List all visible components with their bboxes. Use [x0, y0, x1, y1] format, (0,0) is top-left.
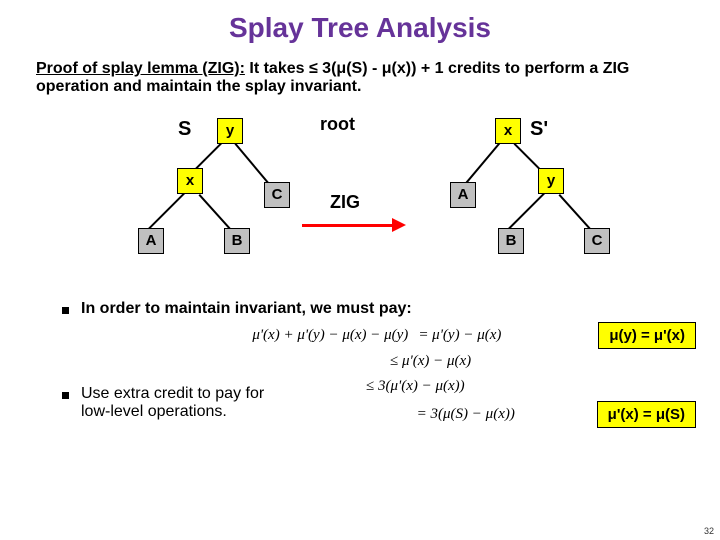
bottom-row: Use extra credit to pay for low-level op…	[0, 370, 720, 428]
bullet-icon	[62, 307, 69, 314]
zig-arrow-head	[392, 218, 406, 232]
bullet-1-row: In order to maintain invariant, we must …	[0, 296, 720, 318]
label-S: S	[178, 118, 191, 141]
node-left-B: B	[224, 228, 250, 254]
node-right-y: y	[538, 168, 564, 194]
eq-rhs-2: ≤ μ'(x) − μ(x)	[390, 353, 560, 370]
node-right-x: x	[495, 118, 521, 144]
eq-lhs: μ'(x) + μ'(y) − μ(x) − μ(y)	[252, 327, 408, 344]
node-left-x: x	[177, 168, 203, 194]
note-box-2: μ'(x) = μ(S)	[597, 401, 696, 428]
eq-rhs-1: = μ'(y) − μ(x)	[418, 327, 588, 344]
node-left-C: C	[264, 182, 290, 208]
zig-arrow	[302, 224, 394, 227]
bullet-icon	[62, 392, 69, 399]
proof-label: Proof of splay lemma (ZIG):	[36, 60, 245, 77]
node-left-y: y	[217, 118, 243, 144]
eq-rhs-3: ≤ 3(μ'(x) − μ(x))	[366, 378, 536, 395]
node-right-A: A	[450, 182, 476, 208]
eq-row-1: μ'(x) + μ'(y) − μ(x) − μ(y) = μ'(y) − μ(…	[0, 322, 720, 349]
page-number: 32	[704, 526, 714, 536]
node-right-B: B	[498, 228, 524, 254]
label-Sprime: S'	[530, 118, 548, 141]
node-right-C: C	[584, 228, 610, 254]
eq-rhs-4: = 3(μ(S) − μ(x))	[417, 406, 587, 423]
zig-diagram: S root S' ZIG y x C A B x A y B C	[0, 96, 720, 296]
note-box-1: μ(y) = μ'(x)	[598, 322, 696, 349]
bullet-2-text: Use extra credit to pay for low-level op…	[81, 385, 292, 421]
page-title: Splay Tree Analysis	[0, 0, 720, 44]
eq-row-2: ≤ μ'(x) − μ(x)	[0, 353, 720, 370]
node-left-A: A	[138, 228, 164, 254]
bullet-1-text: In order to maintain invariant, we must …	[81, 300, 412, 318]
label-root: root	[320, 114, 355, 135]
label-zig: ZIG	[330, 192, 360, 213]
proof-statement: Proof of splay lemma (ZIG): It takes ≤ 3…	[0, 44, 720, 96]
